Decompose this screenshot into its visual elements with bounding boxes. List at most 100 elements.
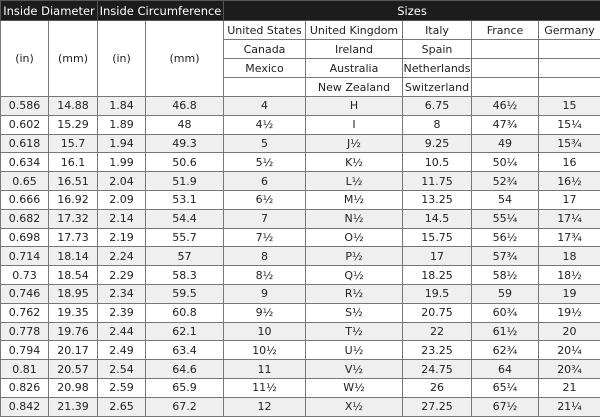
table-cell: 0.634 xyxy=(1,153,49,172)
table-cell: 47¾ xyxy=(472,115,539,134)
table-cell: 22 xyxy=(403,322,472,341)
table-cell: 2.19 xyxy=(98,228,146,247)
table-cell: R½ xyxy=(306,284,403,303)
country-header xyxy=(224,78,306,97)
table-cell: 17¼ xyxy=(539,209,600,228)
table-cell: 55.7 xyxy=(146,228,224,247)
table-cell: 11 xyxy=(224,360,306,379)
table-cell: 60¾ xyxy=(472,303,539,322)
table-cell: K½ xyxy=(306,153,403,172)
table-cell: 16.51 xyxy=(49,172,98,191)
table-cell: 2.49 xyxy=(98,341,146,360)
table-cell: 20.98 xyxy=(49,378,98,397)
table-cell: 52¾ xyxy=(472,172,539,191)
table-cell: 0.762 xyxy=(1,303,49,322)
unit-header: (mm) xyxy=(146,21,224,97)
table-cell: 15 xyxy=(539,97,600,116)
table-cell: 7 xyxy=(224,209,306,228)
table-cell: 21.39 xyxy=(49,397,98,416)
table-cell: 1.99 xyxy=(98,153,146,172)
country-header xyxy=(472,78,539,97)
table-cell: 54.4 xyxy=(146,209,224,228)
table-cell: 5 xyxy=(224,134,306,153)
table-cell: 1.84 xyxy=(98,97,146,116)
table-cell: 12 xyxy=(224,397,306,416)
table-cell: 2.24 xyxy=(98,247,146,266)
table-cell: 26 xyxy=(403,378,472,397)
table-cell: 2.65 xyxy=(98,397,146,416)
table-cell: 16½ xyxy=(539,172,600,191)
header-sizes: Sizes xyxy=(224,1,600,21)
table-cell: 49.3 xyxy=(146,134,224,153)
table-cell: 60.8 xyxy=(146,303,224,322)
table-cell: 9½ xyxy=(224,303,306,322)
country-header: Mexico xyxy=(224,59,306,78)
table-cell: 62.1 xyxy=(146,322,224,341)
table-cell: 0.842 xyxy=(1,397,49,416)
table-cell: 16.92 xyxy=(49,190,98,209)
table-cell: 49 xyxy=(472,134,539,153)
table-cell: 16.1 xyxy=(49,153,98,172)
table-cell: 50¼ xyxy=(472,153,539,172)
table-cell: 0.586 xyxy=(1,97,49,116)
table-cell: 50.6 xyxy=(146,153,224,172)
table-cell: 0.794 xyxy=(1,341,49,360)
table-cell: 2.04 xyxy=(98,172,146,191)
table-cell: 15.75 xyxy=(403,228,472,247)
table-cell: 2.54 xyxy=(98,360,146,379)
table-cell: 20.75 xyxy=(403,303,472,322)
table-cell: 20¾ xyxy=(539,360,600,379)
table-cell: 2.29 xyxy=(98,266,146,285)
table-cell: 2.39 xyxy=(98,303,146,322)
country-header: United Kingdom xyxy=(306,21,403,40)
country-header: Switzerland xyxy=(403,78,472,97)
table-cell: 15¼ xyxy=(539,115,600,134)
table-cell: 23.25 xyxy=(403,341,472,360)
table-cell: 56½ xyxy=(472,228,539,247)
table-cell: 6½ xyxy=(224,190,306,209)
table-cell: U½ xyxy=(306,341,403,360)
table-cell: H xyxy=(306,97,403,116)
table-cell: 0.714 xyxy=(1,247,49,266)
country-header xyxy=(539,78,600,97)
table-cell: 17 xyxy=(403,247,472,266)
table-cell: 59 xyxy=(472,284,539,303)
table-cell: 10 xyxy=(224,322,306,341)
table-cell: 64 xyxy=(472,360,539,379)
country-header: Germany xyxy=(539,21,600,40)
table-cell: 0.682 xyxy=(1,209,49,228)
table-cell: 57 xyxy=(146,247,224,266)
table-cell: 2.14 xyxy=(98,209,146,228)
unit-header: (in) xyxy=(1,21,49,97)
table-cell: N½ xyxy=(306,209,403,228)
table-cell: 15.7 xyxy=(49,134,98,153)
table-cell: 0.618 xyxy=(1,134,49,153)
country-header xyxy=(472,59,539,78)
table-cell: 10.5 xyxy=(403,153,472,172)
table-cell: T½ xyxy=(306,322,403,341)
table-cell: 15.29 xyxy=(49,115,98,134)
table-cell: 8 xyxy=(224,247,306,266)
table-cell: 9 xyxy=(224,284,306,303)
table-cell: 2.44 xyxy=(98,322,146,341)
table-cell: 19.76 xyxy=(49,322,98,341)
table-cell: M½ xyxy=(306,190,403,209)
table-cell: 6.75 xyxy=(403,97,472,116)
unit-header: (in) xyxy=(98,21,146,97)
table-cell: 17.32 xyxy=(49,209,98,228)
table-cell: 15¾ xyxy=(539,134,600,153)
table-cell: 21 xyxy=(539,378,600,397)
table-cell: 18.54 xyxy=(49,266,98,285)
country-header: Spain xyxy=(403,40,472,59)
table-cell: 0.826 xyxy=(1,378,49,397)
table-cell: 18.95 xyxy=(49,284,98,303)
country-header: France xyxy=(472,21,539,40)
table-cell: 4 xyxy=(224,97,306,116)
